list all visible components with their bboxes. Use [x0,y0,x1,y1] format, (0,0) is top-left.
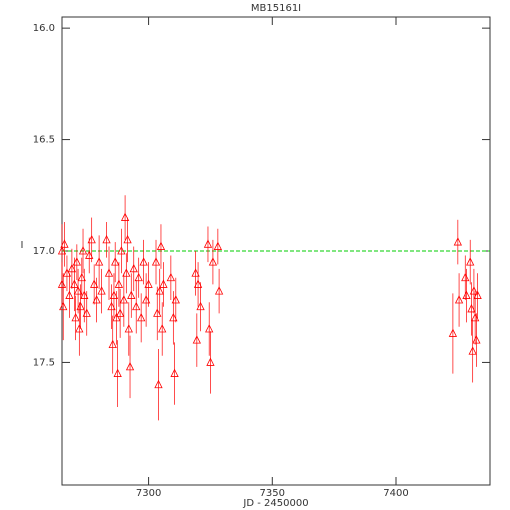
data-point [472,335,481,344]
data-point [124,324,133,333]
data-point [72,257,81,266]
data-point [132,301,141,311]
data-point [76,301,85,311]
data-point [115,308,125,317]
data-point [158,324,167,333]
data-point [193,279,203,288]
y-tick-label: 16.0 [33,23,55,34]
data-point [155,286,164,295]
data-point [104,268,114,277]
x-tick-label: 7400 [383,488,408,499]
data-point [213,241,223,250]
data-point [154,379,163,389]
data-point [109,290,119,299]
data-point [454,295,464,304]
x-tick-label: 7300 [136,488,161,499]
data-point [97,286,106,295]
data-point [203,239,213,248]
data-point [159,279,168,288]
data-point [62,268,72,277]
data-point [206,357,215,366]
data-point [469,286,479,295]
data-point [92,295,101,304]
data-point [87,234,96,244]
data-point [122,268,131,277]
data-point [151,257,161,266]
data-point [82,308,91,317]
data-point [65,290,74,299]
data-point [108,339,117,348]
y-tick-label: 16.5 [33,135,55,146]
data-point [205,324,214,333]
data-point [166,272,176,282]
data-point [113,368,122,377]
data-point [70,279,79,288]
data-point [129,263,138,273]
data-point [137,312,146,322]
data-point [468,346,477,355]
data-point [94,257,104,266]
data-point [462,290,471,299]
data-point [78,246,88,255]
data-point [114,279,124,288]
data-point [125,361,135,371]
y-tick-label: 17.0 [33,246,55,257]
data-point [171,295,180,304]
data-point [67,263,77,273]
data-point [196,301,205,311]
data-point [448,328,458,337]
data-point [139,257,148,266]
data-point [453,237,462,246]
data-point [112,312,121,322]
data-point [214,286,224,295]
data-point [471,312,480,322]
data-point [170,368,179,377]
data-point [102,234,111,244]
data-point [80,290,89,299]
data-point [466,257,475,266]
data-point [191,268,200,277]
data-point [85,250,94,259]
data-point [111,257,120,266]
data-point [71,312,80,322]
data-point [461,272,470,282]
x-tick-label: 7350 [260,488,285,499]
data-point [156,241,166,250]
data-point [467,304,476,313]
data-point [123,234,132,244]
data-point [90,279,99,288]
data-point [59,301,68,311]
data-point [144,279,153,288]
y-axis-label: I [21,240,24,251]
data-point [127,290,136,299]
data-point [208,257,218,266]
data-point [57,279,67,288]
data-point [107,301,116,311]
chart-title: MB15161I [251,3,301,14]
data-point [169,312,178,322]
data-point [119,295,128,304]
data-point [60,239,69,248]
x-axis-label: JD - 2450000 [242,498,308,509]
data-point [75,324,84,333]
data-point [134,272,143,282]
data-point [141,295,151,304]
data-point [77,272,86,282]
data-point [153,308,162,317]
data-point [73,286,83,295]
data-point [120,212,130,221]
data-point [192,335,201,344]
data-point [473,290,482,299]
data-point [117,246,126,255]
y-tick-label: 17.5 [33,357,55,368]
data-point [57,246,67,255]
